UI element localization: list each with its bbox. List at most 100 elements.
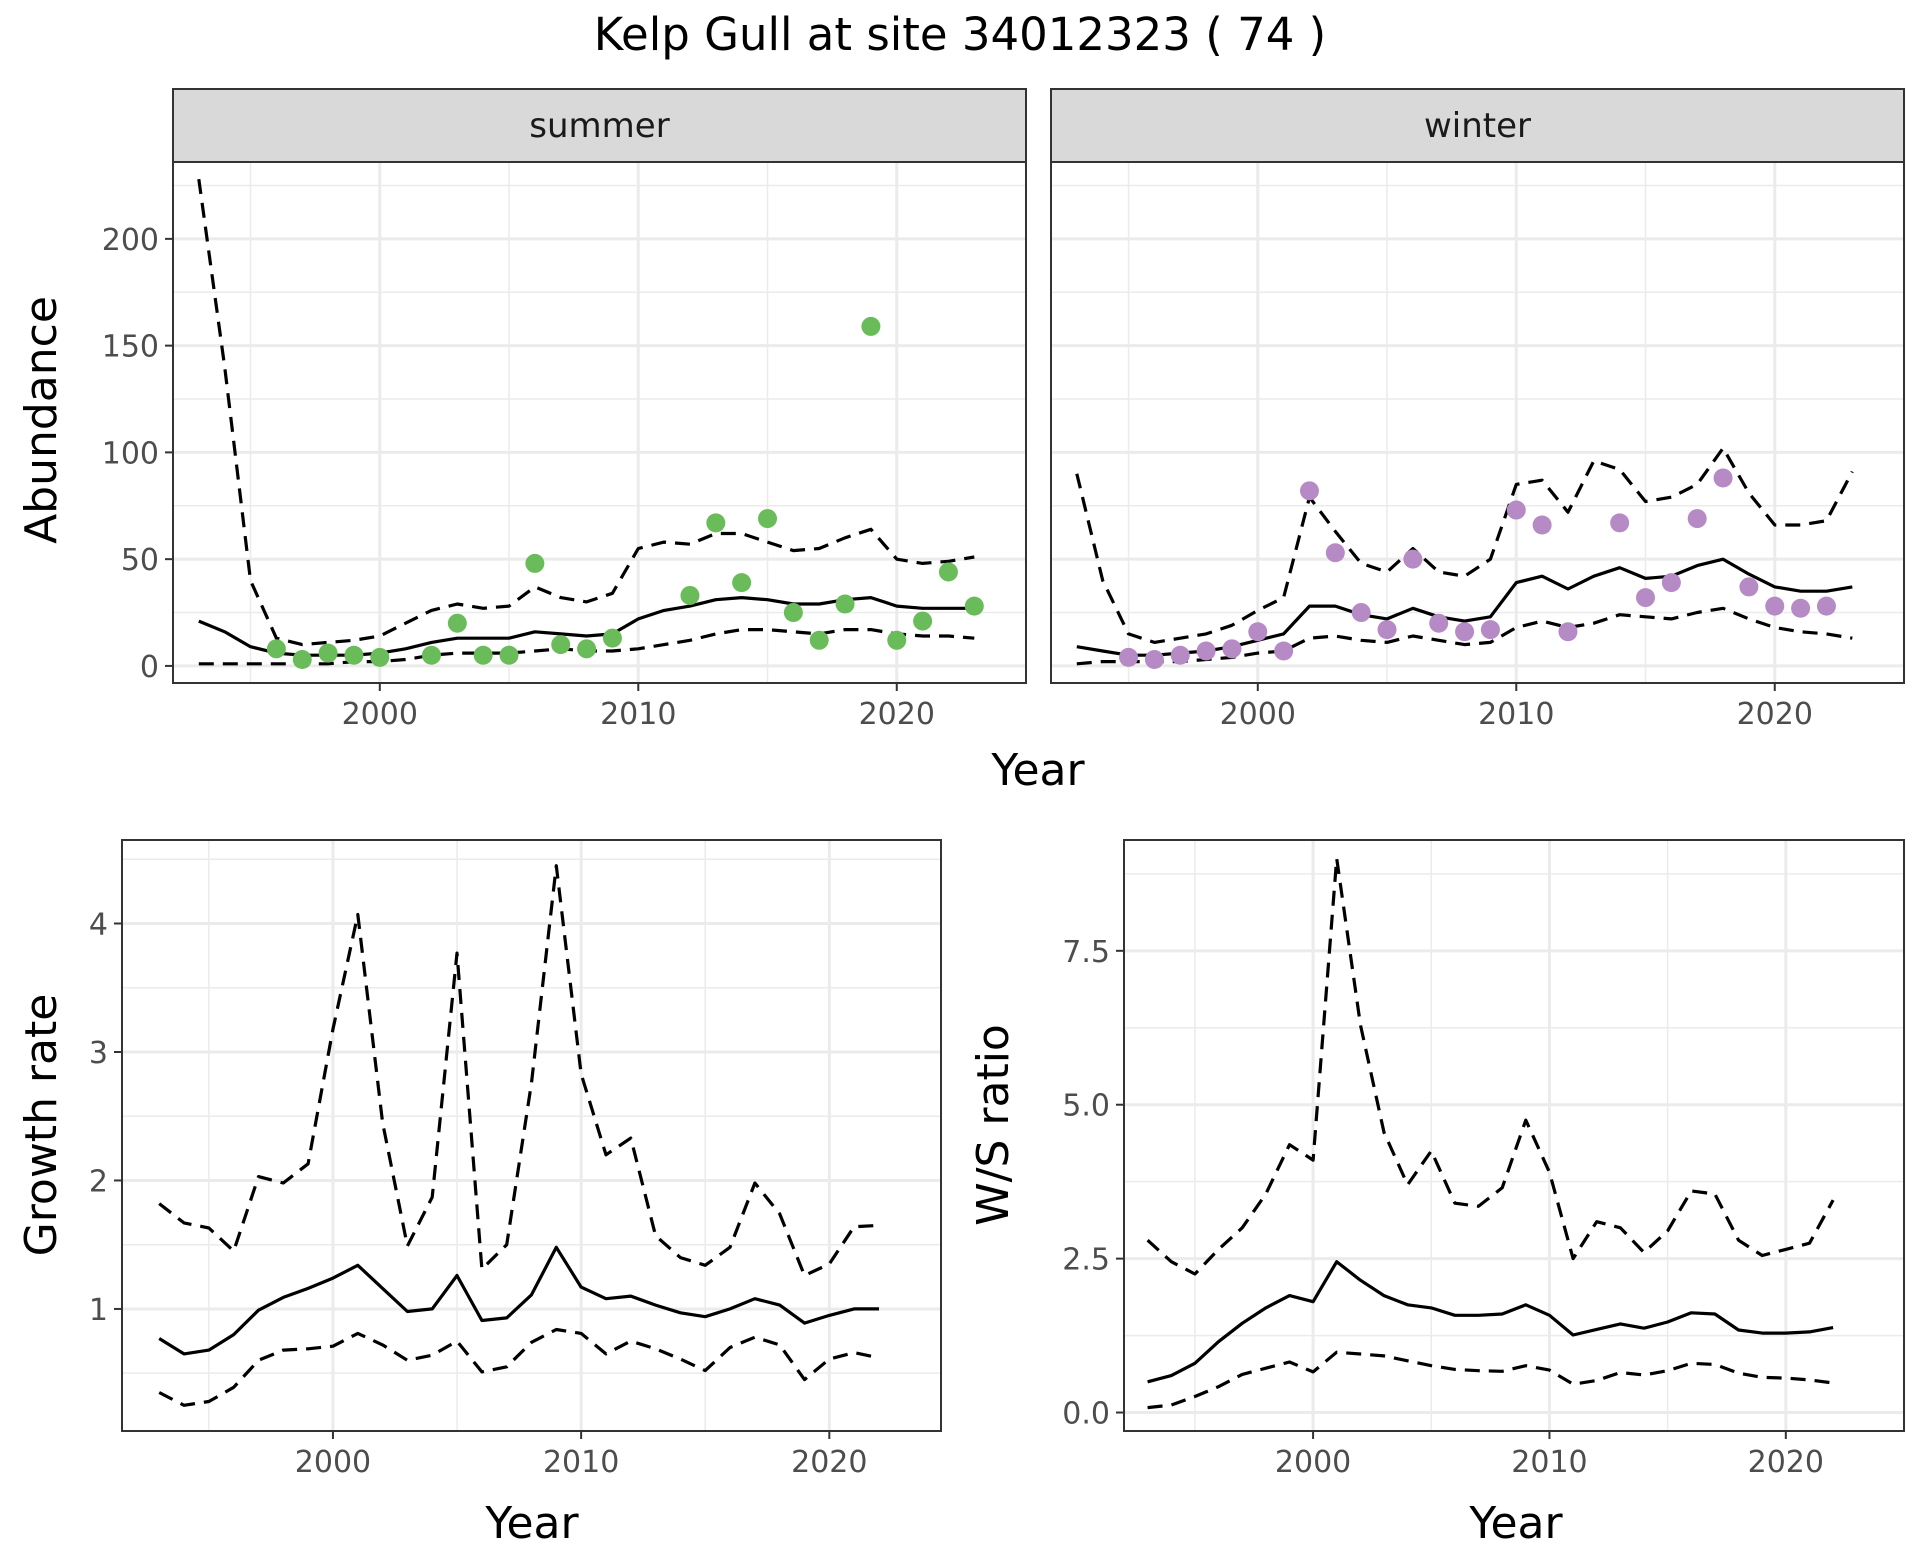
observed-point <box>1532 515 1552 535</box>
observed-point <box>292 650 312 670</box>
plot-growth-rate: 2000 2010 2020 1 2 3 4 <box>89 839 942 1480</box>
observed-point <box>447 613 467 633</box>
y-tick-label: 2.5 <box>1062 1243 1110 1278</box>
observed-point <box>732 573 752 593</box>
plot-winter: 2000 2010 2020 <box>1050 161 1905 732</box>
y-tick-label: 2 <box>89 1164 108 1199</box>
panel-border <box>121 839 942 1432</box>
y-tick-label: 0.0 <box>1062 1397 1110 1432</box>
upper-bound-line <box>1075 446 1854 644</box>
observed-point <box>421 645 441 665</box>
observed-point <box>1196 641 1216 661</box>
strip-winter <box>1050 88 1905 163</box>
observed-point <box>938 562 958 582</box>
observed-point <box>344 645 364 665</box>
observed-point <box>861 316 881 336</box>
x-tick-label: 2000 <box>1275 1445 1351 1480</box>
x-tick-label: 2020 <box>791 1445 867 1480</box>
observed-point <box>887 630 907 650</box>
observed-point <box>499 645 519 665</box>
panel-background <box>173 162 1026 683</box>
observed-point <box>370 647 390 667</box>
observed-point <box>1480 620 1500 640</box>
strip-label-summer: summer <box>529 106 669 146</box>
observed-point <box>1377 620 1397 640</box>
mean-line <box>158 1245 879 1356</box>
y-tick-label: 50 <box>121 543 159 578</box>
observed-point <box>1274 641 1294 661</box>
observed-point <box>525 553 545 573</box>
plot-summer: 2000 2010 2020 0 50 100 150 200 <box>102 161 1027 732</box>
observed-point <box>1636 588 1656 608</box>
observed-point <box>551 635 571 655</box>
observed-point <box>1506 500 1526 520</box>
observed-point <box>1816 596 1836 616</box>
x-tick-label: 2020 <box>859 697 935 732</box>
observed-point <box>318 643 338 663</box>
figure-title: Kelp Gull at site 34012323 ( 74 ) <box>594 8 1326 61</box>
upper-bound-line <box>1146 856 1835 1276</box>
x-tick-label: 2010 <box>1478 697 1554 732</box>
growth-ylabel: Growth rate <box>16 994 67 1257</box>
observed-point <box>1248 622 1268 642</box>
observed-point <box>1325 543 1345 563</box>
y-tick-label: 100 <box>102 436 159 471</box>
observed-point <box>1222 639 1242 659</box>
y-tick-label: 1 <box>89 1293 108 1328</box>
y-tick-label: 4 <box>89 908 108 943</box>
x-tick-label: 2010 <box>600 697 676 732</box>
upper-bound-line <box>197 178 975 647</box>
y-tick-label: 150 <box>102 330 159 365</box>
observed-point <box>1299 481 1319 501</box>
y-tick-label: 5.0 <box>1062 1089 1110 1124</box>
observed-point <box>1610 513 1630 533</box>
observed-point <box>1403 549 1423 569</box>
observed-point <box>783 603 803 623</box>
observed-point <box>266 639 286 659</box>
observed-point <box>1661 573 1681 593</box>
x-tick-label: 2020 <box>1748 1445 1824 1480</box>
observed-point <box>1739 577 1759 597</box>
ratio-ylabel: W/S ratio <box>968 1024 1019 1226</box>
abundance-ylabel: Abundance <box>16 296 67 544</box>
panel-background <box>122 840 941 1431</box>
observed-point <box>1791 598 1811 618</box>
y-tick-label: 200 <box>102 223 159 258</box>
panel-summer: summer 2000 2010 2020 0 50 100 150 200 <box>102 88 1027 732</box>
lower-bound-line <box>1147 1350 1834 1410</box>
observed-point <box>602 628 622 648</box>
panel-border <box>1050 161 1905 684</box>
x-tick-label: 2010 <box>543 1445 619 1480</box>
panel-border <box>172 161 1027 684</box>
x-tick-label: 2000 <box>295 1445 371 1480</box>
observed-point <box>1765 596 1785 616</box>
observed-point <box>835 594 855 614</box>
observed-point <box>809 630 829 650</box>
x-tick-label: 2000 <box>342 697 418 732</box>
panel-winter: winter 2000 2010 2020 <box>1050 88 1905 732</box>
observed-point <box>758 509 778 529</box>
observed-point <box>1429 613 1449 633</box>
observed-point <box>1455 622 1475 642</box>
observed-point <box>577 639 597 659</box>
panel-background <box>1051 162 1904 683</box>
observed-point <box>964 596 984 616</box>
observed-point <box>706 513 726 533</box>
observed-point <box>1144 650 1164 670</box>
y-tick-label: 7.5 <box>1062 935 1110 970</box>
observed-point <box>913 611 933 631</box>
observed-point <box>1170 645 1190 665</box>
abundance-xlabel: Year <box>990 745 1085 796</box>
y-tick-label: 3 <box>89 1036 108 1071</box>
y-tick-label: 0 <box>140 650 159 685</box>
observed-point <box>1687 509 1707 529</box>
observed-point <box>1713 468 1733 488</box>
upper-bound-line <box>158 864 880 1278</box>
observed-point <box>1351 603 1371 623</box>
strip-label-winter: winter <box>1424 106 1531 146</box>
observed-point <box>680 585 700 605</box>
observed-point <box>1119 647 1139 667</box>
panel-border <box>1123 839 1905 1432</box>
x-tick-label: 2020 <box>1737 697 1813 732</box>
